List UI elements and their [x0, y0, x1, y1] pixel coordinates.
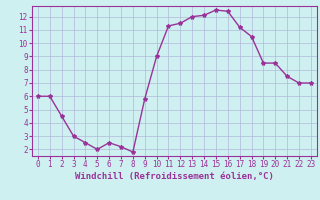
X-axis label: Windchill (Refroidissement éolien,°C): Windchill (Refroidissement éolien,°C) [75, 172, 274, 181]
